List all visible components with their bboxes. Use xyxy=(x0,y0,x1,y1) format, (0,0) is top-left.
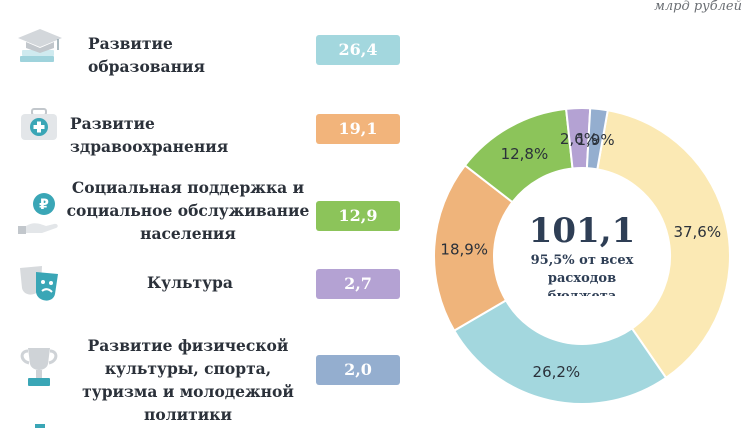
donut-slice-labels: 37,6% 26,2% 18,9% 12,8% 2,6%1,9% xyxy=(440,130,721,381)
slice-label: 37,6% xyxy=(673,223,721,241)
partial-icon xyxy=(35,424,45,428)
theater-masks-icon xyxy=(20,266,58,301)
value-badge-education: 26,4 xyxy=(316,35,400,65)
budget-donut-chart: 37,6% 26,2% 18,9% 12,8% 2,6%1,9% 101,1 95,5%… xyxy=(433,107,731,405)
slice-label: 18,9% xyxy=(440,240,488,258)
slice-label: 12,8% xyxy=(501,145,549,163)
category-label-social: Социальная поддержка и социальное обслуж… xyxy=(66,178,310,243)
unit-label: млрд рублей xyxy=(654,0,742,14)
category-label-culture: Культура xyxy=(147,273,233,292)
center-value: 101,1 xyxy=(529,211,635,251)
svg-text:₽: ₽ xyxy=(39,197,49,213)
donut-slice xyxy=(585,107,609,171)
donut-slice xyxy=(452,299,668,405)
value-badge-social: 12,9 xyxy=(316,201,400,231)
slice-label: 1,9% xyxy=(577,131,615,149)
category-label-healthcare: Развитие здравоохранения xyxy=(70,114,229,156)
slice-label: 26,2% xyxy=(533,363,581,381)
donut-slices xyxy=(433,107,731,405)
value-badge-culture: 2,7 xyxy=(316,269,400,299)
center-caption: 95,5% от всех расходов бюджета xyxy=(530,253,634,296)
education-cap-icon xyxy=(18,29,62,62)
medical-kit-icon xyxy=(21,108,57,140)
category-label-education: Развитие образования xyxy=(88,34,205,76)
ruble-hand-icon: ₽ xyxy=(18,193,58,234)
trophy-icon xyxy=(20,348,58,386)
donut-slice xyxy=(596,109,731,380)
value-badge-healthcare: 19,1 xyxy=(316,114,400,144)
category-label-sports: Развитие физической культуры, спорта, ту… xyxy=(82,336,294,424)
slice-label: 2,6% xyxy=(560,130,598,148)
value-badge-sports: 2,0 xyxy=(316,355,400,385)
